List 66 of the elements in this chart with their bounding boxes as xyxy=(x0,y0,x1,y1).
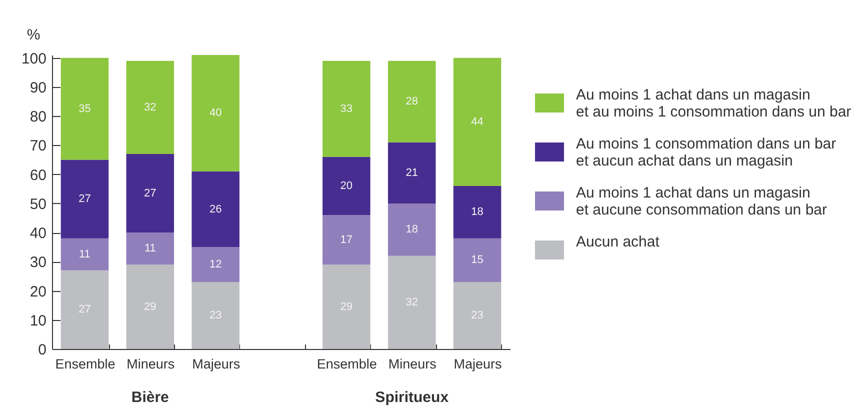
x-tick-label: Mineurs xyxy=(388,356,437,372)
bar xyxy=(322,264,370,349)
y-tick-label: 80 xyxy=(30,108,46,126)
bar xyxy=(453,238,502,282)
data-label: 17 xyxy=(340,234,353,246)
data-label: 15 xyxy=(471,254,484,266)
y-tick-label: 40 xyxy=(30,225,46,242)
bar xyxy=(322,60,370,157)
data-label: 27 xyxy=(78,193,91,206)
y-tick-label: 30 xyxy=(30,254,46,272)
x-tick-label: Mineurs xyxy=(126,356,175,372)
x-tick-label: Majeurs xyxy=(454,356,502,372)
data-label: 11 xyxy=(79,248,90,260)
x-tick-label: Majeurs xyxy=(192,356,240,372)
bar xyxy=(388,60,436,142)
y-tick-label: 0 xyxy=(38,342,46,358)
data-label: 35 xyxy=(78,102,91,115)
bar xyxy=(388,203,436,256)
bar xyxy=(453,186,502,238)
y-tick-label: 100 xyxy=(21,50,46,68)
text: Bière xyxy=(131,389,169,406)
legend-label: Aucun achat xyxy=(576,234,660,250)
data-label: 27 xyxy=(144,187,156,200)
bar xyxy=(192,247,240,282)
legend-label: Au moins 1 achat dans un magasin et au moins 1 consommation dans un bar xyxy=(576,86,852,120)
y-tick-label: 60 xyxy=(30,166,46,184)
legend-label: Au moins 1 achat dans un magasin et aucune consommation dans un bar xyxy=(576,184,827,218)
data-label: 18 xyxy=(406,224,418,236)
y-axis-title: % xyxy=(26,26,40,44)
bar xyxy=(126,154,174,233)
y-tick-label: 10 xyxy=(30,312,46,330)
bar xyxy=(60,160,109,238)
data-label: 26 xyxy=(209,203,222,216)
data-label: 11 xyxy=(144,242,156,255)
data-label: 20 xyxy=(340,180,353,192)
bar xyxy=(388,256,436,349)
data-label: 44 xyxy=(471,116,484,128)
bar xyxy=(126,60,174,154)
bar xyxy=(192,282,240,349)
bar xyxy=(453,58,502,186)
data-label: 12 xyxy=(209,258,222,271)
legend-label: Au moins 1 consommation dans un bar et aucun achat dans un magasin xyxy=(576,136,836,170)
y-tick-label: 50 xyxy=(30,196,46,213)
x-tick-label: Ensemble xyxy=(316,356,377,372)
data-label: 32 xyxy=(144,101,156,114)
data-label: 33 xyxy=(340,102,353,115)
data-label: 40 xyxy=(209,107,222,120)
bar xyxy=(192,171,240,248)
bar xyxy=(126,264,174,349)
data-label: 28 xyxy=(406,96,418,108)
bar xyxy=(322,156,370,216)
y-tick-label: 70 xyxy=(30,138,46,155)
bar xyxy=(453,282,502,349)
data-label: 21 xyxy=(406,166,418,179)
bar xyxy=(60,58,109,160)
y-tick-label: 90 xyxy=(30,80,46,97)
bar xyxy=(388,142,436,204)
bar xyxy=(192,55,240,172)
bar xyxy=(322,215,370,265)
bar xyxy=(60,270,109,349)
x-tick-label: Ensemble xyxy=(55,356,116,372)
y-tick-label: 20 xyxy=(30,283,46,300)
text: Spiritueux xyxy=(375,389,450,406)
bar xyxy=(126,232,174,265)
bar xyxy=(60,238,109,270)
data-label: 18 xyxy=(471,206,484,218)
